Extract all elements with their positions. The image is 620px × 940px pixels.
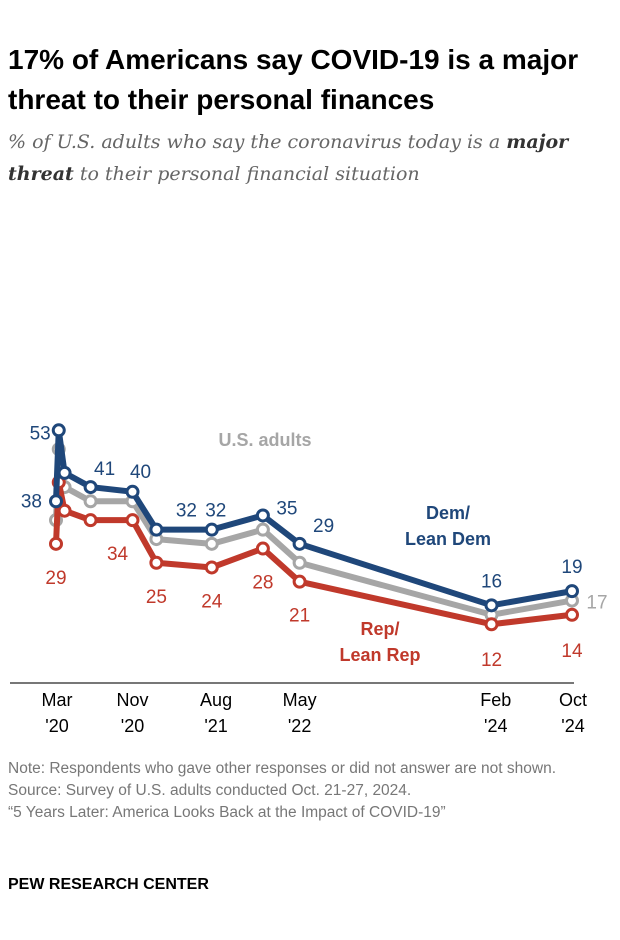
data-label: 25	[146, 587, 167, 608]
data-point	[292, 536, 307, 551]
x-tick-label: '24	[484, 716, 507, 736]
data-point	[125, 513, 140, 528]
x-tick-label: '20	[121, 716, 144, 736]
data-label: 40	[130, 462, 151, 483]
data-label: 41	[94, 459, 115, 480]
data-label: 32	[205, 501, 226, 522]
data-label: 21	[289, 606, 310, 627]
x-tick-label: '21	[204, 716, 227, 736]
x-tick-label: Oct	[559, 690, 587, 710]
data-point	[57, 465, 72, 480]
notes: Note: Respondents who gave other respons…	[8, 758, 618, 824]
source-text: Source: Survey of U.S. adults conducted …	[8, 782, 412, 799]
x-tick-label: May	[283, 690, 317, 710]
note-text: Note: Respondents who gave other respons…	[8, 760, 556, 777]
x-tick-label: '22	[288, 716, 311, 736]
data-label: 16	[481, 571, 502, 592]
data-point	[565, 607, 579, 622]
series-label-rep: Lean Rep	[339, 645, 420, 665]
pew-logo-text: PEW RESEARCH CENTER	[8, 876, 209, 893]
data-label: 14	[561, 641, 583, 662]
data-point	[255, 541, 270, 556]
data-point	[83, 480, 98, 495]
report-text: “5 Years Later: America Looks Back at th…	[8, 804, 446, 821]
data-point	[57, 503, 72, 518]
data-point	[484, 598, 499, 613]
data-point	[149, 522, 164, 537]
chart-subtitle: % of U.S. adults who say the coronavirus…	[8, 126, 608, 190]
data-point	[83, 513, 98, 528]
series-label-dem: Lean Dem	[405, 529, 491, 549]
data-label: 38	[21, 491, 42, 512]
data-label: 17	[586, 593, 607, 614]
x-tick-label: '24	[561, 716, 584, 736]
subtitle-bold: major threat	[8, 131, 569, 185]
series-label-dem: Dem/	[426, 503, 470, 523]
line-chart: Mar '20 Nov '20 Aug '21 May '22 Feb '24 Oct '24 17 29…	[10, 423, 608, 736]
series-label-us-adults: U.S. adults	[218, 430, 311, 450]
data-point	[49, 494, 63, 509]
data-point	[292, 555, 307, 570]
data-point	[292, 574, 307, 589]
x-tick-label: Aug	[200, 690, 232, 710]
data-label: 35	[276, 498, 297, 519]
data-point	[51, 423, 66, 438]
data-point	[149, 555, 164, 570]
data-label: 28	[252, 573, 273, 594]
data-label: 53	[30, 423, 51, 444]
data-label: 29	[45, 568, 66, 589]
x-tick-label: Nov	[117, 690, 149, 710]
subtitle-part2: to their personal financial situation	[79, 163, 420, 185]
data-point	[204, 522, 219, 537]
series-label-rep: Rep/	[360, 619, 399, 639]
data-point	[204, 560, 219, 575]
data-point	[83, 494, 98, 509]
chart-title: 17% of Americans say COVID-19 is a major…	[8, 44, 579, 115]
data-point	[255, 508, 270, 523]
subtitle-part1: % of U.S. adults who say the coronavirus…	[8, 131, 501, 153]
data-point	[204, 536, 219, 551]
data-label: 19	[561, 557, 582, 578]
data-label: 12	[481, 650, 502, 671]
data-point	[125, 484, 140, 499]
x-tick-label: Mar	[42, 690, 73, 710]
data-label: 29	[313, 516, 334, 537]
data-point	[49, 536, 63, 551]
x-tick-label: '20	[45, 716, 68, 736]
x-tick-label: Feb	[480, 690, 511, 710]
data-label: 24	[201, 591, 223, 612]
data-point	[484, 617, 499, 632]
data-point	[255, 522, 270, 537]
data-label: 34	[107, 544, 129, 565]
data-point	[565, 584, 579, 599]
data-label: 32	[176, 501, 197, 522]
